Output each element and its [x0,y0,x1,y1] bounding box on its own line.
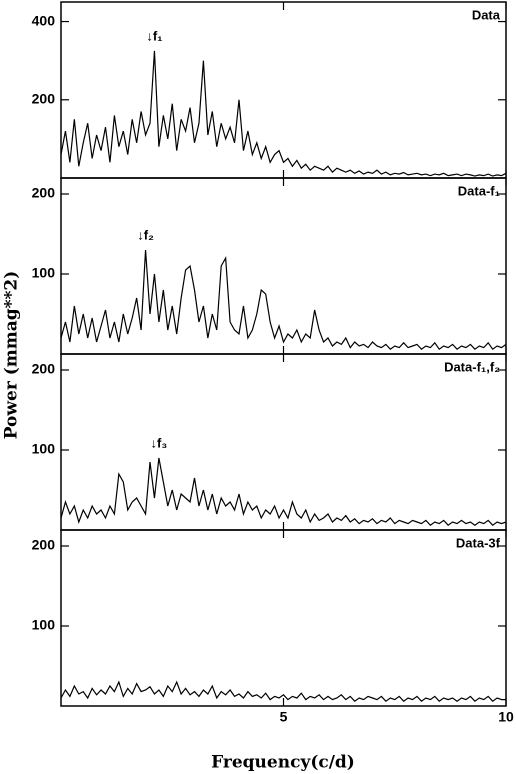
panel-label: Data [472,7,501,22]
peak-annotation: ↓f₃ [150,435,167,450]
peak-annotation: ↓f₁ [146,28,162,43]
y-tick-label: 200 [32,185,56,201]
panel-frame [60,529,507,707]
spectrum-line [60,249,507,351]
y-tick-label: 100 [32,617,56,633]
spectrum-line [60,50,507,177]
y-axis-label: Power (mmag**2) [2,271,22,440]
peak-annotation: ↓f₂ [137,227,154,242]
panel-frame [60,353,507,531]
panel-label: Data-f₁,f₂ [444,359,500,374]
x-tick-label: 10 [498,709,514,725]
spectrum-line [60,457,507,526]
panel-label: Data-f₁ [458,183,500,198]
x-tick-label: 5 [280,709,288,725]
y-tick-label: 100 [32,441,56,457]
y-tick-label: 200 [32,537,56,553]
panel-label: Data-3f [456,535,501,550]
y-tick-label: 200 [32,361,56,377]
x-axis-label: Frequency(c/d) [211,753,355,773]
y-tick-label: 200 [32,90,56,106]
y-tick-label: 400 [32,12,56,28]
y-tick-label: 100 [32,265,56,281]
panel-frame [60,177,507,355]
spectrum-line [60,680,506,702]
